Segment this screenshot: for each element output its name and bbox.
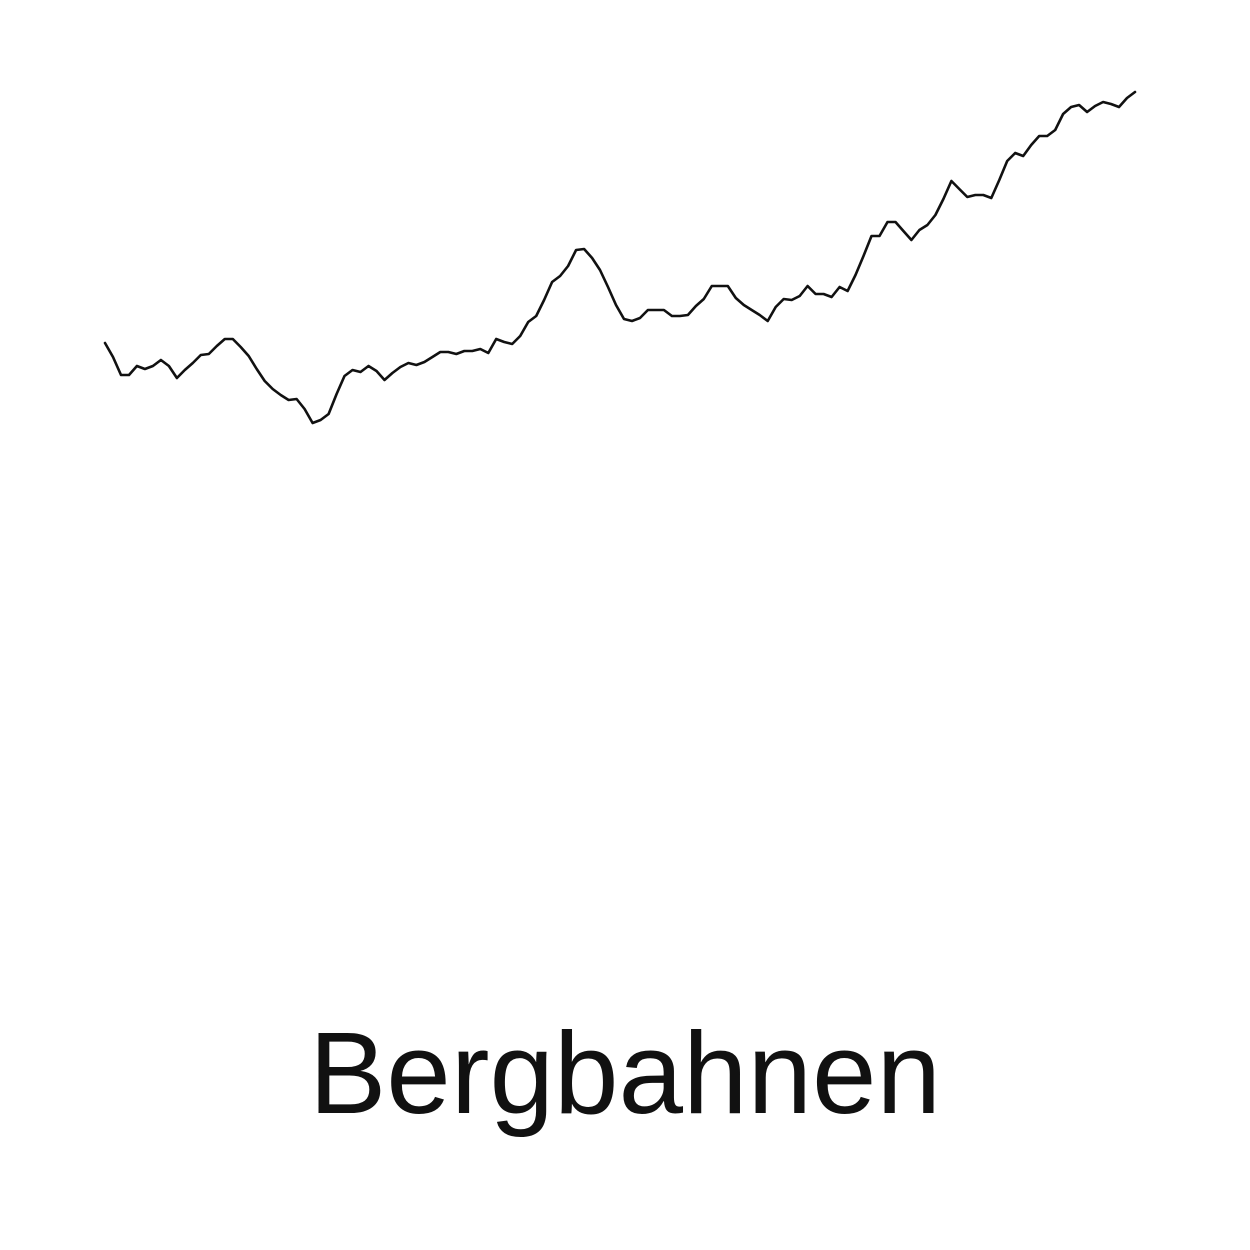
chart-title: Bergbahnen [309, 1008, 941, 1138]
line [103, 90, 1137, 425]
